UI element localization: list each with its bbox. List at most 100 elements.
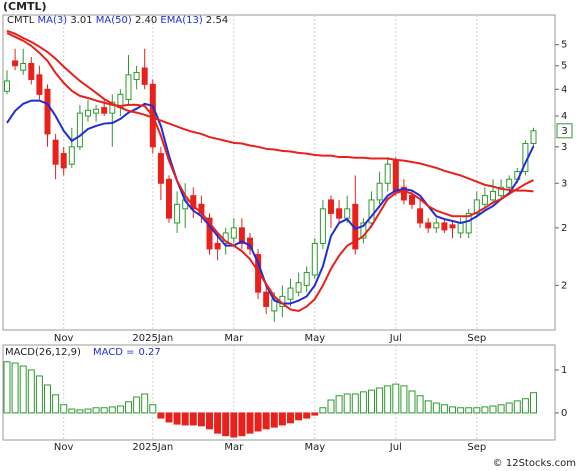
macd-bar xyxy=(165,412,173,423)
macd-bar xyxy=(424,400,432,414)
macd-bar xyxy=(376,387,384,414)
macd-bar xyxy=(19,365,27,414)
legend-value: 3.01 xyxy=(70,15,92,26)
candle-body xyxy=(68,146,75,165)
candle-body xyxy=(449,224,456,229)
macd-bar xyxy=(303,412,311,419)
macd-bar xyxy=(408,390,416,414)
x-tick-label: Jul xyxy=(389,333,402,344)
x-tick-label: May xyxy=(304,333,325,344)
candle-body xyxy=(141,67,148,85)
macd-bar xyxy=(238,412,246,437)
macd-bar xyxy=(359,391,367,414)
macd-bar xyxy=(521,398,529,414)
y-tick-label: 4 xyxy=(561,84,567,95)
macd-bar xyxy=(60,404,68,414)
candle-body xyxy=(133,72,140,81)
candle-body xyxy=(376,182,383,201)
legend-value: 2.54 xyxy=(206,15,228,26)
legend-name: MACD(26,12,9) xyxy=(5,347,81,358)
candle-body xyxy=(530,130,537,144)
macd-bar xyxy=(530,392,537,414)
macd-bar xyxy=(108,406,116,414)
candle-body xyxy=(368,199,375,224)
x-tick-label: Nov xyxy=(54,333,74,344)
x-tick-label: 2025Jan xyxy=(132,442,173,453)
macd-bar xyxy=(432,402,440,414)
candle-body xyxy=(101,107,108,114)
macd-bar xyxy=(92,407,100,414)
macd-bar xyxy=(230,412,238,438)
candle-body xyxy=(36,74,43,95)
macd-bar xyxy=(27,369,35,414)
macd-bar xyxy=(270,412,278,428)
candle-body xyxy=(12,60,19,67)
y-tick-label: 2 xyxy=(561,280,567,291)
x-tick-label: 2025Jan xyxy=(132,333,173,344)
candle-body xyxy=(166,178,172,219)
candle-body xyxy=(328,199,334,214)
chart-title: (CMTL) xyxy=(3,0,47,13)
macd-bar xyxy=(440,404,448,414)
legend-name: MA(50) xyxy=(96,15,132,26)
macd-bar xyxy=(76,409,84,414)
candle-body xyxy=(481,195,488,205)
candle-body xyxy=(52,139,59,165)
candle-body xyxy=(425,222,432,229)
legend-name: EMA(13) xyxy=(160,15,202,26)
y-tick-label: 3 xyxy=(561,142,567,153)
macd-bar xyxy=(287,412,294,424)
candle-body xyxy=(20,63,27,71)
candle-body xyxy=(506,178,513,188)
candle-body xyxy=(85,109,91,117)
macd-bar xyxy=(351,393,359,414)
macd-bar xyxy=(173,412,181,425)
macd-bar xyxy=(481,406,489,414)
macd-bar xyxy=(327,399,335,414)
candle-body xyxy=(174,203,181,224)
y-tick-label: 2 xyxy=(561,223,567,234)
candle-body xyxy=(441,222,448,231)
plot-frame xyxy=(2,14,556,331)
macd-bar xyxy=(206,412,213,430)
candle-body xyxy=(336,208,343,219)
x-tick-label: Sep xyxy=(467,442,486,453)
candle-body xyxy=(360,222,367,239)
macd-bar xyxy=(457,407,465,414)
candle-body xyxy=(263,291,270,307)
macd-bar xyxy=(278,412,286,426)
legend-value-name: MACD = xyxy=(93,347,135,358)
candle-body xyxy=(60,153,67,169)
macd-bar xyxy=(84,408,92,414)
candle-body xyxy=(4,80,10,92)
candle-body xyxy=(457,222,464,234)
macd-bar xyxy=(11,362,19,414)
legend-ticker: CMTL xyxy=(7,15,35,26)
macd-bar xyxy=(181,412,189,426)
legend-value: 2.40 xyxy=(135,15,157,26)
macd-bar xyxy=(319,407,327,414)
macd-bar xyxy=(214,412,222,434)
candle-body xyxy=(230,227,237,239)
macd-bar xyxy=(35,375,43,414)
last-price-label: 3 xyxy=(561,126,567,137)
y-tick-label: 5 xyxy=(561,40,567,51)
legend-name: MA(3) xyxy=(37,15,67,26)
macd-bar xyxy=(52,394,60,414)
candle-body xyxy=(319,208,326,244)
x-tick-label: Nov xyxy=(54,442,74,453)
candle-body xyxy=(433,222,440,229)
candle-body xyxy=(400,186,407,201)
macd-bar xyxy=(262,412,270,430)
macd-bar xyxy=(449,406,456,414)
macd-bar xyxy=(197,412,205,427)
x-tick-label: Mar xyxy=(224,333,244,344)
macd-bar xyxy=(116,405,124,414)
candle-body xyxy=(498,186,505,197)
macd-bar xyxy=(100,407,108,414)
y-tick-label: 5 xyxy=(561,61,567,72)
candle-body xyxy=(303,271,310,286)
macd-bar xyxy=(505,402,513,414)
macd-bar xyxy=(392,383,400,414)
